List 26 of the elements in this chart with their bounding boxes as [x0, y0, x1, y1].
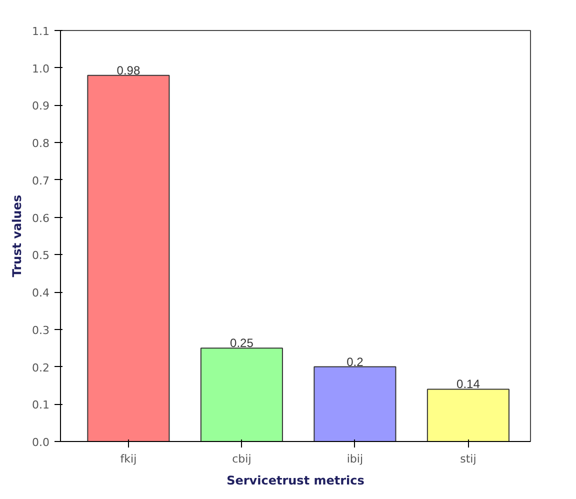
x-tick-label: ibij — [346, 452, 364, 466]
bar — [314, 366, 396, 442]
data-label: 0.14 — [456, 377, 480, 392]
y-tick-label: 0.9 — [32, 100, 50, 113]
y-tick-label: 0.5 — [32, 249, 50, 262]
data-label: 0.25 — [230, 336, 254, 350]
bar — [200, 348, 283, 442]
bar — [426, 388, 510, 442]
y-tick-label: 0.6 — [32, 212, 50, 225]
bar — [87, 74, 170, 442]
y-tick-label: 0.8 — [32, 137, 50, 150]
data-label: 0.98 — [116, 63, 140, 78]
y-tick-label: 0.4 — [32, 286, 50, 300]
y-tick-label: 1.1 — [32, 25, 50, 38]
y-axis-title: Trust values — [10, 194, 24, 278]
x-axis-title: Servicetrust metrics — [226, 474, 364, 488]
x-tick-label: cbij — [232, 452, 252, 466]
x-tick-label: fkij — [120, 452, 137, 466]
y-tick-label: 1.0 — [32, 62, 50, 76]
x-tick-label: stij — [460, 452, 476, 466]
y-tick-label: 0.1 — [32, 398, 50, 412]
y-tick-label: 0.3 — [32, 324, 50, 337]
y-tick-label: 0.0 — [32, 436, 50, 449]
data-label: 0.2 — [346, 354, 364, 369]
y-tick-label: 0.7 — [32, 174, 50, 188]
y-tick-label: 0.2 — [32, 361, 50, 374]
